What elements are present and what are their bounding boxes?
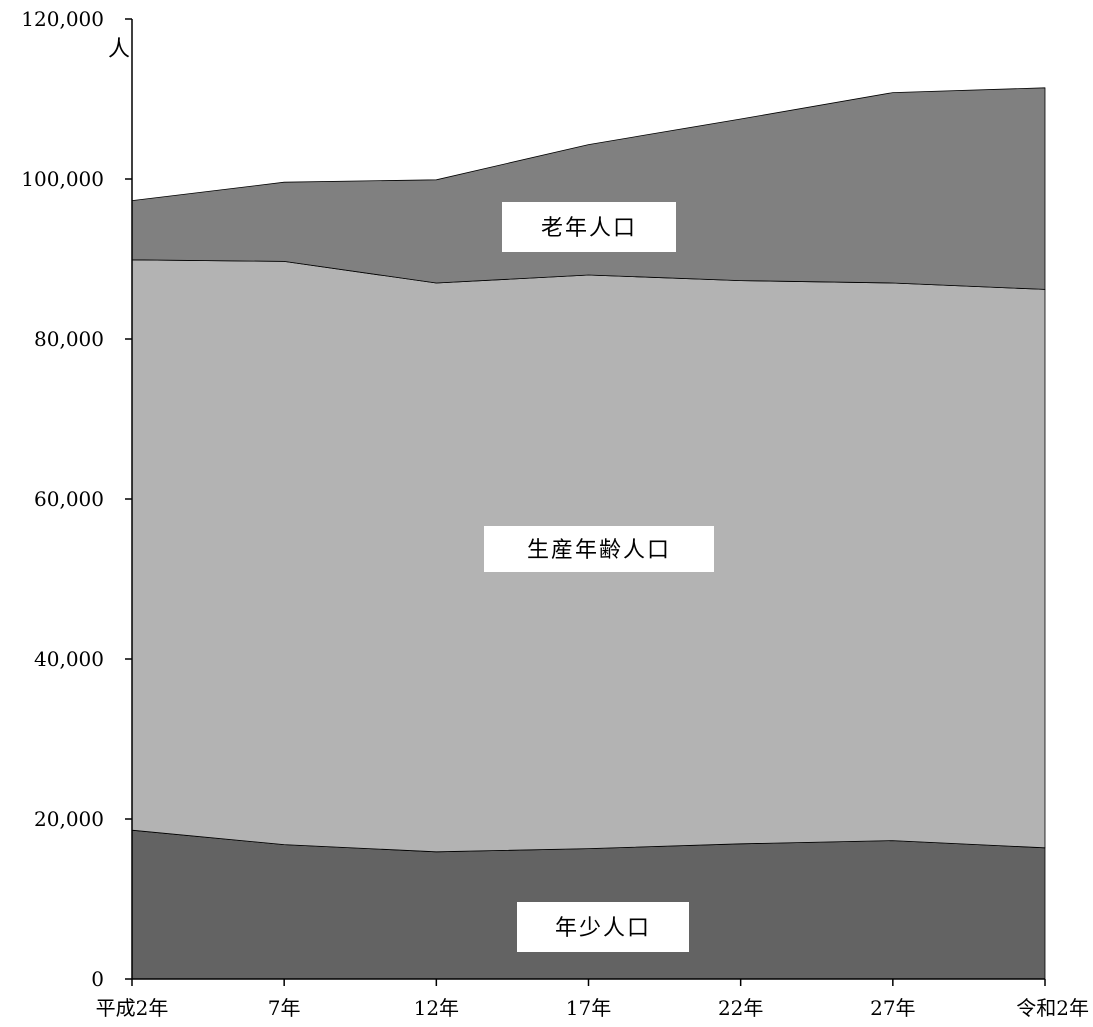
series-label-box — [502, 202, 676, 252]
axes: 人 0 20,000 40,000 60,000 80,000 100,000 120,00… — [21, 7, 1089, 1020]
series-label-text: 老年人口 — [541, 216, 637, 241]
series-label-text: 年少人口 — [555, 916, 651, 941]
x-tick-label: 17年 — [566, 996, 611, 1020]
x-tick-label: 平成2年 — [96, 996, 169, 1020]
series-label-3: 老年人口 — [502, 202, 676, 252]
y-tick-label: 100,000 — [21, 167, 104, 191]
y-tick-label: 60,000 — [34, 487, 104, 511]
series-label-1: 年少人口 — [517, 902, 689, 952]
x-tick-label: 22年 — [718, 996, 763, 1020]
series-label-2: 生産年齢人口 — [484, 526, 714, 572]
series-labels: 年少人口 生産年齢人口 老年人口 — [484, 202, 714, 952]
y-tick-label: 20,000 — [34, 807, 104, 831]
x-tick-label: 令和2年 — [1016, 996, 1089, 1020]
x-tick-label: 12年 — [414, 996, 459, 1020]
x-tick-label: 27年 — [870, 996, 915, 1020]
series-label-text: 生産年齢人口 — [527, 538, 671, 563]
area-layers — [131, 87, 1046, 980]
y-tick-label: 0 — [91, 967, 104, 991]
area-series-3 — [131, 87, 1046, 290]
x-tick-label: 7年 — [268, 996, 301, 1020]
y-tick-label: 40,000 — [34, 647, 104, 671]
y-axis-unit-label: 人 — [108, 37, 130, 62]
series-label-box — [517, 902, 689, 952]
y-tick-label: 120,000 — [21, 7, 104, 31]
series-label-box — [484, 526, 714, 572]
y-tick-label: 80,000 — [34, 327, 104, 351]
